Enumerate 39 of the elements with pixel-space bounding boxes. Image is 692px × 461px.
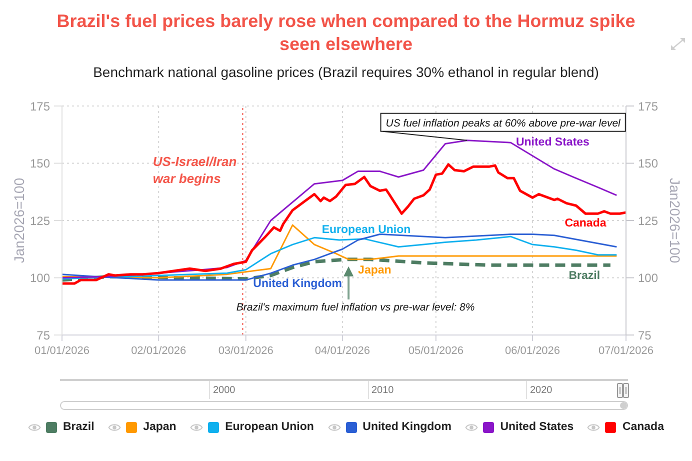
legend-label: United Kingdom (362, 421, 452, 433)
text: 2020 (530, 385, 552, 397)
legend-label: European Union (225, 421, 314, 433)
ref-line-label: US-Israel/Iran war begins (152, 154, 237, 186)
chart-subtitle: Benchmark national gasoline prices (Brazil requires 30% ethanol in regular blend) (92, 64, 600, 80)
legend-label: Brazil (63, 421, 94, 433)
y2-axis-title: Jan2026=100 (667, 178, 683, 264)
y-tick-label: 150 (30, 156, 50, 171)
legend-label: Japan (143, 421, 176, 433)
x-tick-label: 06/01/2026 (504, 344, 560, 357)
y2-tick-label: 150 (638, 156, 658, 171)
legend-label: Canada (622, 421, 664, 433)
x-tick-label: 07/01/2026 (598, 344, 654, 357)
text: 2010 (372, 385, 394, 397)
y2-tick-label: 100 (638, 271, 658, 286)
y-tick-label: 175 (30, 99, 50, 114)
x-tick-label: 05/01/2026 (408, 344, 464, 357)
legend-label: United States (500, 421, 574, 433)
x-tick-label: 04/01/2026 (314, 344, 370, 357)
y-tick-label: 100 (30, 271, 50, 286)
text: United States (516, 136, 590, 149)
y-tick-label: 75 (36, 328, 50, 342)
y2-tick-label: 175 (638, 99, 658, 114)
text: United Kingdom (253, 278, 342, 290)
x-tick-label: 02/01/2026 (131, 344, 186, 357)
text: European Union (322, 224, 411, 236)
chart-title: Brazil's fuel prices barely rose when compared to the Hormuz spike seen elsewhere (56, 10, 636, 56)
x-tick-label: 03/01/2026 (218, 344, 274, 357)
text: Japan (358, 264, 392, 276)
y-axis-title: Jan2026=100 (11, 178, 27, 264)
text: Brazil (568, 270, 600, 282)
annotation: Brazil's maximum fuel inflation vs pre-war level: 8% (236, 301, 475, 314)
annotation: US fuel inflation peaks at 60% above pre-war level (386, 117, 622, 130)
text: 2000 (213, 385, 236, 397)
text: Canada (564, 218, 606, 230)
x-tick-label: 01/01/2026 (34, 344, 90, 357)
y2-tick-label: 125 (638, 214, 658, 228)
y-tick-label: 125 (30, 214, 50, 228)
y2-tick-label: 75 (638, 328, 652, 342)
